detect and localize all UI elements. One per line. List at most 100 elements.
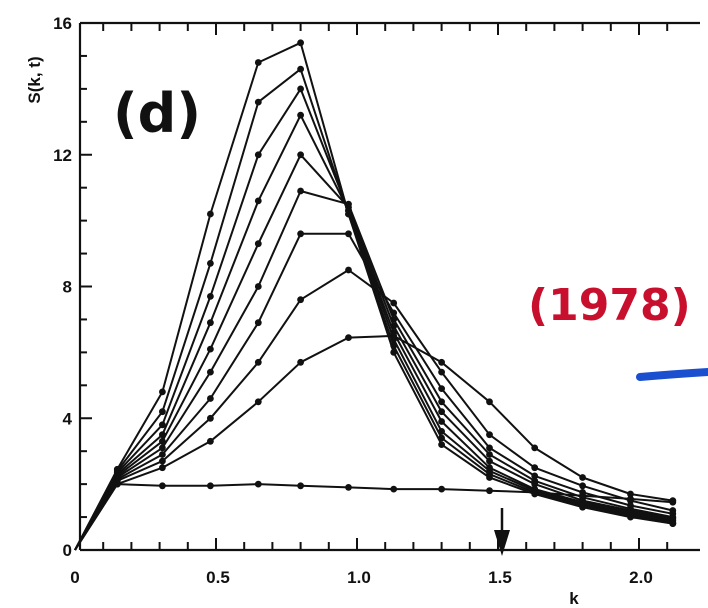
- series-6: [74, 151, 677, 551]
- data-point: [627, 513, 634, 521]
- y-tick-label: 16: [53, 14, 72, 33]
- series-1: [74, 480, 677, 551]
- data-point: [486, 444, 493, 452]
- data-point: [254, 319, 262, 327]
- series-line: [74, 114, 673, 551]
- series-line: [74, 68, 673, 551]
- data-point: [438, 441, 445, 448]
- data-point: [627, 490, 634, 498]
- data-point: [207, 293, 214, 300]
- data-point: [207, 482, 214, 490]
- data-point: [669, 497, 677, 504]
- data-point: [345, 210, 352, 218]
- data-point: [390, 485, 398, 493]
- data-point: [345, 334, 352, 341]
- data-point: [669, 520, 677, 527]
- data-point: [159, 451, 166, 458]
- y-tick-label: 8: [63, 278, 72, 297]
- x-tick-label: 0.5: [206, 568, 230, 587]
- data-point: [297, 65, 304, 73]
- series-7: [74, 111, 677, 551]
- data-point: [159, 437, 166, 445]
- year-annotation: (1978): [528, 280, 691, 331]
- data-point: [159, 388, 166, 396]
- y-tick-label: 4: [63, 409, 73, 428]
- series-line: [74, 87, 673, 551]
- data-point: [297, 85, 304, 93]
- x-tick-label: 0: [70, 568, 79, 587]
- data-point: [159, 444, 166, 452]
- x-tick-label: 1.5: [488, 568, 512, 587]
- data-point: [207, 260, 214, 267]
- data-point: [297, 39, 304, 47]
- data-point: [579, 503, 586, 511]
- y-tick-label: 12: [53, 146, 72, 165]
- data-point: [207, 319, 214, 327]
- y-axis-title: S(k, t): [25, 56, 44, 103]
- blue-marker-stroke: [636, 368, 708, 381]
- data-point: [159, 464, 166, 472]
- data-point: [438, 398, 445, 406]
- data-point: [113, 465, 121, 473]
- data-point: [345, 484, 352, 491]
- data-point: [531, 480, 539, 488]
- data-point: [159, 431, 166, 439]
- data-point: [486, 431, 493, 439]
- data-point: [159, 408, 166, 416]
- data-point: [207, 210, 214, 218]
- data-point: [345, 266, 352, 274]
- data-point: [531, 472, 539, 480]
- data-point: [579, 489, 586, 496]
- data-point: [297, 296, 304, 304]
- arrow-marker: [494, 508, 510, 556]
- arrow-head: [494, 530, 510, 556]
- data-point: [438, 485, 445, 493]
- data-point: [345, 230, 352, 238]
- series-line: [74, 190, 673, 551]
- series-line: [74, 153, 673, 551]
- y-tick-label: 0: [63, 541, 72, 560]
- data-point: [486, 487, 493, 495]
- series-10: [74, 39, 677, 551]
- data-point: [438, 385, 445, 392]
- data-point: [390, 299, 398, 307]
- data-point: [254, 358, 262, 366]
- data-point: [486, 474, 493, 481]
- data-point: [531, 490, 539, 498]
- data-point: [159, 421, 166, 429]
- data-point: [438, 418, 445, 425]
- data-point: [207, 414, 214, 422]
- data-point: [254, 398, 262, 406]
- panel-label: (d): [113, 82, 201, 145]
- series-line: [74, 269, 674, 551]
- data-point: [254, 480, 262, 488]
- axis-ticks: [80, 22, 669, 551]
- data-point: [579, 482, 586, 490]
- data-point: [207, 368, 214, 376]
- data-point: [159, 482, 166, 490]
- data-point: [207, 437, 214, 445]
- axis-tick-labels: 0 0.5 1.0 1.5 2.0 0 4 8 12 16: [53, 14, 653, 587]
- data-point: [297, 151, 304, 159]
- data-point: [486, 398, 493, 406]
- data-point: [531, 464, 539, 472]
- data-point: [531, 444, 539, 452]
- data-point: [486, 451, 493, 458]
- series-line: [74, 41, 673, 551]
- series-line: [74, 334, 673, 551]
- x-tick-label: 1.0: [347, 568, 371, 587]
- x-tick-label: 2.0: [629, 568, 653, 587]
- data-point: [579, 474, 586, 481]
- data-point: [254, 59, 262, 66]
- data-point: [207, 345, 214, 353]
- data-point: [297, 230, 304, 238]
- data-point: [486, 457, 493, 465]
- data-point: [438, 358, 445, 366]
- data-point: [254, 197, 262, 205]
- data-point: [390, 349, 398, 356]
- data-point: [438, 368, 445, 376]
- data-point: [297, 187, 304, 195]
- data-point: [254, 283, 262, 290]
- data-point: [254, 240, 262, 248]
